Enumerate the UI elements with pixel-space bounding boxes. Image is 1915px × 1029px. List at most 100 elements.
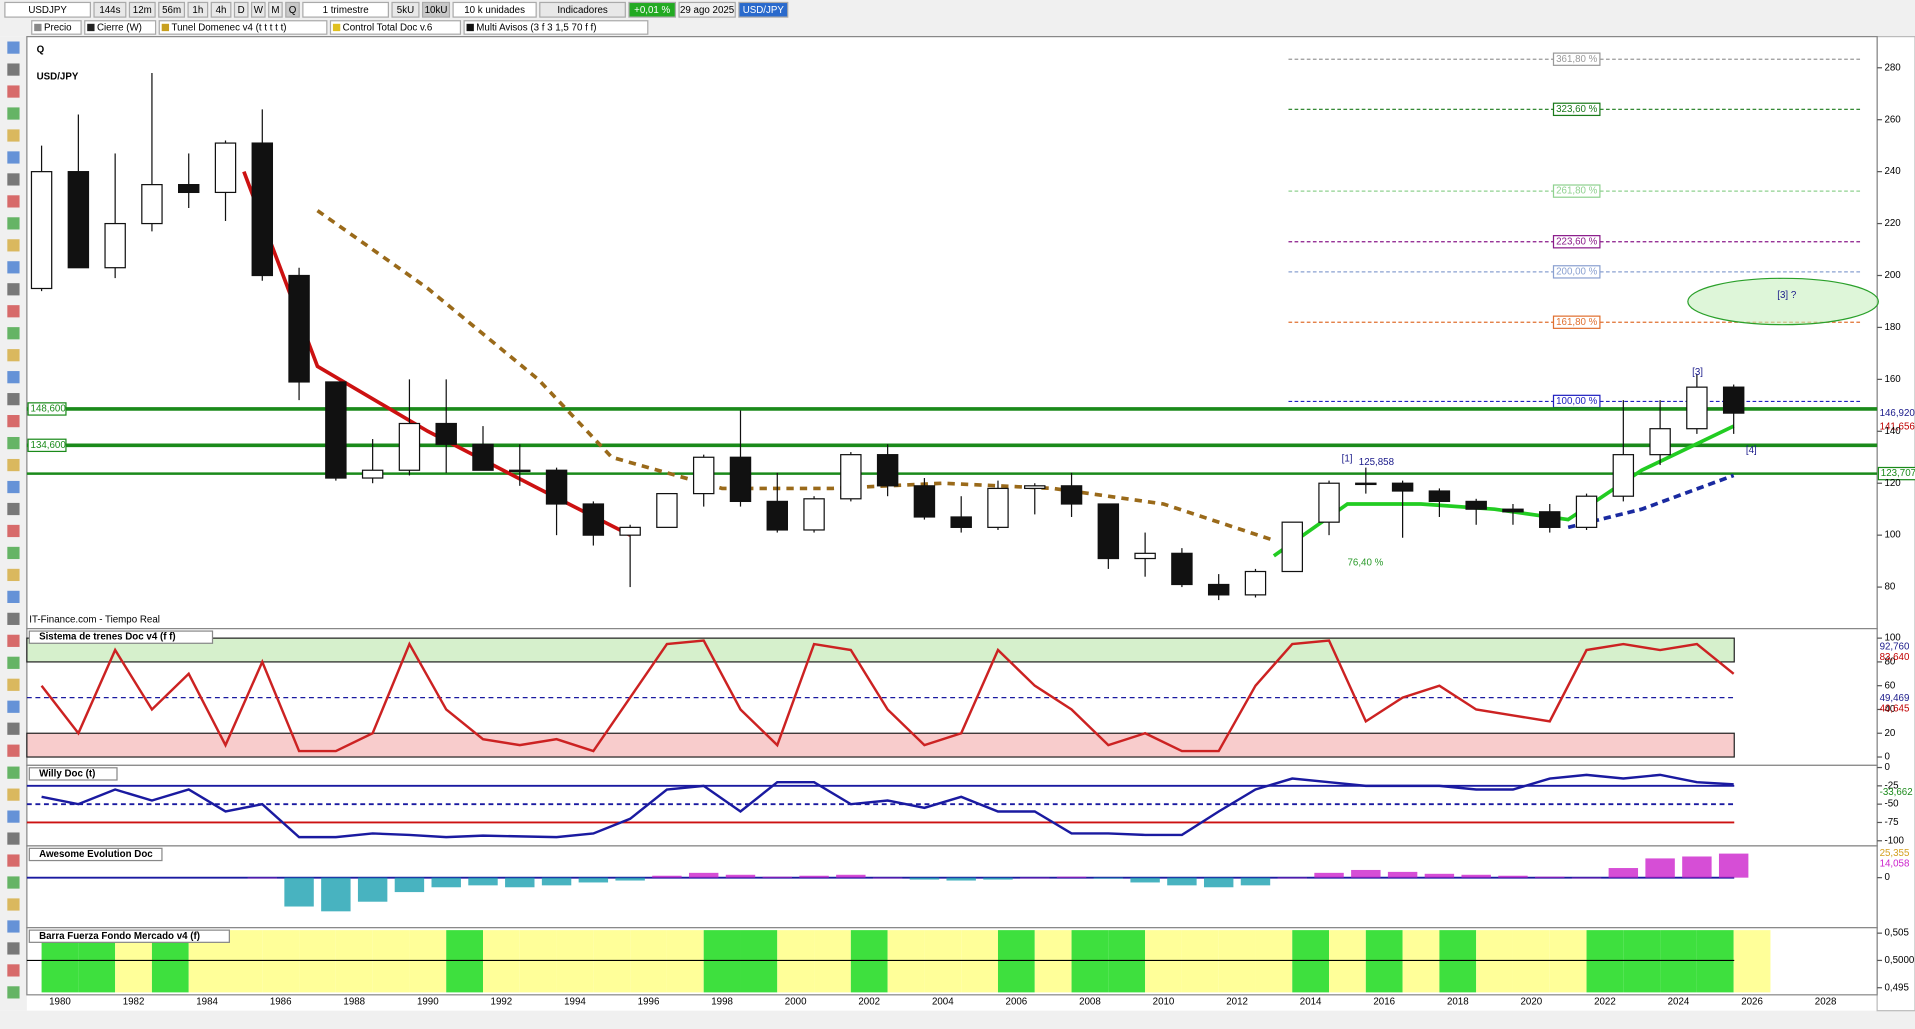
date-label-label[interactable]: 29 ago 2025 [680, 5, 735, 16]
units-select-label[interactable]: 10 k unidades [464, 5, 525, 16]
tool-icon[interactable] [7, 349, 20, 362]
study-tab[interactable] [329, 20, 462, 35]
tool-icon[interactable] [7, 590, 20, 603]
timeframe-button-label[interactable]: W [254, 5, 264, 16]
tool-icon[interactable] [7, 458, 20, 472]
timeframe-button[interactable] [93, 1, 127, 18]
symbol-select[interactable] [4, 1, 91, 18]
unit-button[interactable] [421, 1, 451, 18]
tool-icon[interactable] [7, 722, 20, 735]
unit-button-label[interactable]: 10kU [425, 5, 448, 16]
tool-icon[interactable] [7, 195, 20, 208]
annotation: [4] [1746, 445, 1757, 456]
tool-icon[interactable] [7, 766, 20, 779]
study-tab[interactable] [31, 20, 82, 35]
tool-icon[interactable] [7, 305, 20, 318]
tool-icon[interactable] [7, 327, 20, 340]
study-tab[interactable] [84, 20, 157, 35]
unit-button[interactable] [391, 1, 420, 18]
tool-icon[interactable] [7, 678, 20, 691]
strength-cell [1034, 930, 1072, 993]
date-label[interactable] [678, 1, 736, 18]
tool-icon[interactable] [7, 371, 20, 384]
symbol-tag[interactable] [738, 1, 789, 18]
study-name[interactable]: Control Total Doc v.6 [343, 23, 433, 34]
tool-icon[interactable] [7, 239, 20, 252]
tool-icon[interactable] [7, 876, 20, 889]
strength-cell [299, 930, 336, 993]
tool-icon[interactable] [7, 217, 20, 230]
study-name[interactable]: Cierre (W) [97, 23, 142, 34]
tool-icon[interactable] [7, 151, 20, 164]
indicators-button-label[interactable]: Indicadores [557, 5, 608, 16]
tool-icon[interactable] [7, 546, 20, 560]
tool-icon[interactable] [7, 393, 20, 406]
timeframe-button-label[interactable]: 56m [162, 5, 181, 16]
tool-icon[interactable] [7, 700, 20, 713]
unit-button-label[interactable]: 5kU [397, 5, 414, 16]
tool-icon[interactable] [7, 480, 20, 494]
tool-icon[interactable] [7, 261, 20, 274]
tool-icon[interactable] [7, 63, 20, 76]
candle-body [288, 274, 310, 383]
tool-icon[interactable] [7, 41, 20, 54]
timeframe-button-label[interactable]: Q [289, 5, 297, 16]
symbol-select-label[interactable]: USDJPY [28, 5, 67, 16]
tool-icon[interactable] [7, 832, 20, 845]
timeframe-button-label[interactable]: 4h [216, 5, 227, 16]
timeframe-button[interactable] [285, 1, 300, 18]
timeframe-button[interactable] [128, 1, 156, 18]
tool-icon[interactable] [7, 744, 20, 757]
tool-icon[interactable] [7, 129, 20, 142]
tool-icon[interactable] [7, 85, 20, 98]
change-badge-label[interactable]: +0,01 % [634, 5, 670, 16]
study-name[interactable]: Tunel Domenec v4 (t t t t t) [171, 23, 286, 34]
tool-icon[interactable] [7, 942, 20, 955]
tool-icon[interactable] [7, 788, 20, 801]
tool-icon[interactable] [7, 502, 20, 516]
tool-icon[interactable] [7, 964, 20, 977]
tool-icon[interactable] [7, 810, 20, 823]
tool-icon[interactable] [7, 986, 20, 999]
candle-body [1097, 503, 1120, 560]
change-badge[interactable] [628, 1, 676, 18]
tool-icon[interactable] [7, 568, 20, 582]
tool-icon[interactable] [7, 854, 20, 867]
histogram-bar [578, 877, 609, 883]
timeframe-button-label[interactable]: M [271, 5, 279, 16]
study-tab[interactable] [463, 20, 649, 35]
tool-icon[interactable] [7, 524, 20, 538]
tool-icon[interactable] [7, 173, 20, 186]
symbol-tag-label[interactable]: USD/JPY [743, 5, 785, 16]
timeframe-button-label[interactable]: 144s [99, 5, 120, 16]
tool-icon[interactable] [7, 612, 20, 625]
tool-icon[interactable] [7, 920, 20, 933]
tool-icon[interactable] [7, 283, 20, 296]
timeframe-button[interactable] [250, 1, 266, 18]
panel-frame [26, 36, 1878, 630]
period-select[interactable] [302, 1, 389, 18]
candle-body [398, 422, 421, 471]
tool-icon[interactable] [7, 436, 20, 450]
tool-icon[interactable] [7, 415, 20, 428]
timeframe-button-label[interactable]: 1h [192, 5, 203, 16]
target-ellipse [1687, 277, 1879, 326]
timeframe-button-label[interactable]: 12m [133, 5, 152, 16]
timeframe-button[interactable] [187, 1, 209, 18]
timeframe-button-label[interactable]: D [238, 5, 245, 16]
indicators-button[interactable] [539, 1, 626, 18]
tool-icon[interactable] [7, 107, 20, 120]
timeframe-button[interactable] [210, 1, 232, 18]
units-select[interactable] [452, 1, 537, 18]
timeframe-button[interactable] [158, 1, 186, 18]
histogram-bar [1277, 877, 1307, 879]
tool-icon[interactable] [7, 898, 20, 911]
timeframe-button[interactable] [233, 1, 249, 18]
period-select-label[interactable]: 1 trimestre [323, 5, 369, 16]
study-name[interactable]: Multi Avisos (3 f 3 1,5 70 f f) [476, 23, 596, 34]
tool-icon[interactable] [7, 656, 20, 669]
study-tab[interactable] [158, 20, 328, 35]
timeframe-button[interactable] [268, 1, 283, 18]
study-name[interactable]: Precio [44, 23, 72, 34]
tool-icon[interactable] [7, 634, 20, 647]
